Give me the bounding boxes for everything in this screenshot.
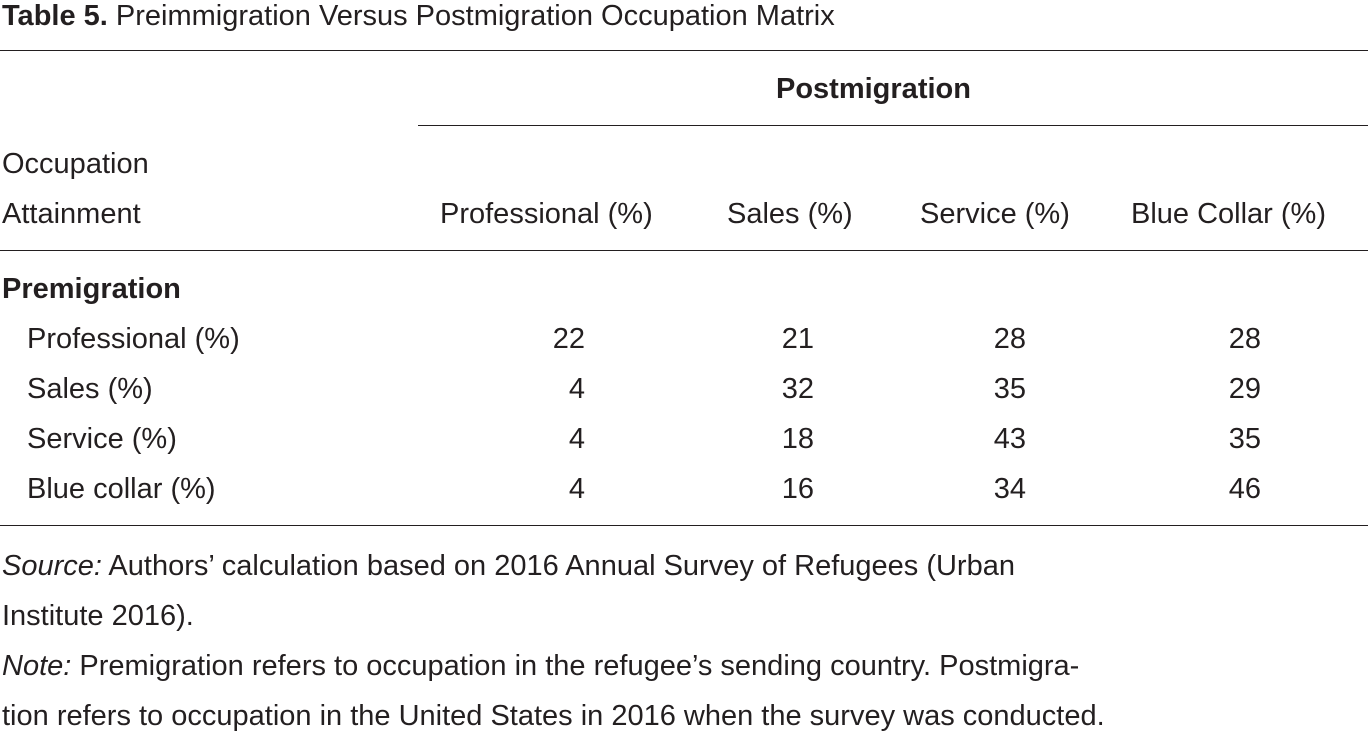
column-header-service: Service (%) xyxy=(920,198,1070,230)
table-cell: 18 xyxy=(781,423,814,455)
column-header-sales: Sales (%) xyxy=(727,198,853,230)
table-cell: 35 xyxy=(1228,423,1261,455)
source-note-line2: Institute 2016). xyxy=(2,600,194,632)
row-label: Professional (%) xyxy=(27,323,240,355)
table-cell: 28 xyxy=(1228,323,1261,355)
table-cell: 35 xyxy=(993,373,1026,405)
bottom-rule xyxy=(0,525,1368,526)
table-cell: 43 xyxy=(993,423,1026,455)
header-rule xyxy=(0,250,1368,251)
column-spanner-heading: Postmigration xyxy=(776,73,971,105)
row-group-label: Premigration xyxy=(2,273,181,305)
stub-heading-line2: Attainment xyxy=(2,198,141,230)
column-header-professional: Professional (%) xyxy=(440,198,653,230)
row-label: Service (%) xyxy=(27,423,177,455)
table-cell: 4 xyxy=(568,473,585,505)
source-label: Source: xyxy=(2,550,102,582)
table-cell: 29 xyxy=(1228,373,1261,405)
stub-heading-line1: Occupation xyxy=(2,148,149,180)
table-cell: 32 xyxy=(781,373,814,405)
general-note-line2: tion refers to occupation in the United … xyxy=(2,700,1105,732)
table-cell: 46 xyxy=(1228,473,1261,505)
table-cell: 16 xyxy=(781,473,814,505)
source-note-line1: Source: Authors’ calculation based on 20… xyxy=(2,541,1015,591)
column-header-blue-collar: Blue Collar (%) xyxy=(1131,198,1326,230)
spanner-rule xyxy=(418,125,1368,126)
table-cell: 22 xyxy=(552,323,585,355)
table-caption: Table 5. Preimmigration Versus Postmigra… xyxy=(2,0,835,32)
table-cell: 34 xyxy=(993,473,1026,505)
table-cell: 21 xyxy=(781,323,814,355)
note-label: Note: xyxy=(2,650,72,682)
source-text: Authors’ calculation based on 2016 Annua… xyxy=(101,550,1015,582)
table-cell: 28 xyxy=(993,323,1026,355)
table-cell: 4 xyxy=(568,423,585,455)
general-note-line1: Note: Premigration refers to occupation … xyxy=(2,641,1079,691)
table-cell: 4 xyxy=(568,373,585,405)
table-number: Table 5. xyxy=(2,0,108,32)
table-title: Preimmigration Versus Postmigration Occu… xyxy=(115,0,835,32)
row-label: Sales (%) xyxy=(27,373,153,405)
row-label: Blue collar (%) xyxy=(27,473,216,505)
note-text: Premigration refers to occupation in the… xyxy=(71,650,1080,682)
top-rule xyxy=(0,50,1368,51)
